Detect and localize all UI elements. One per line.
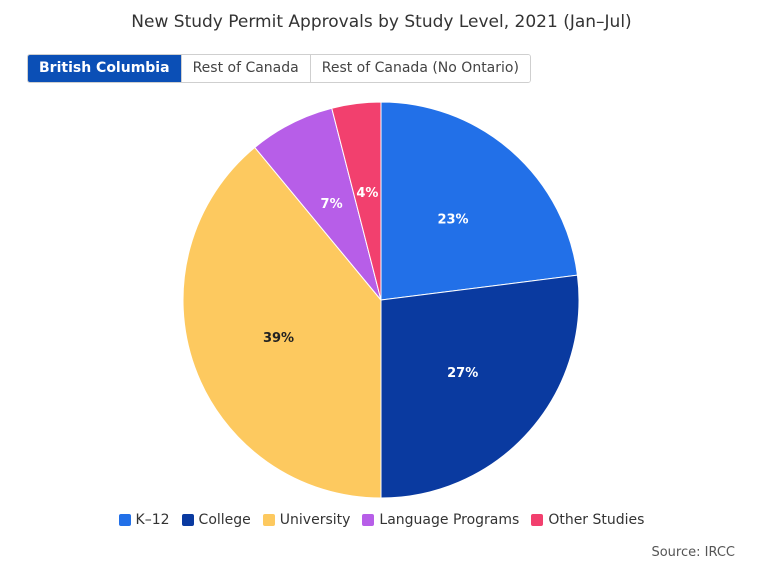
legend-swatch-language-programs xyxy=(362,514,375,526)
legend-item-college[interactable]: College xyxy=(181,512,251,528)
legend-swatch-other-studies xyxy=(531,514,544,526)
region-tabs: British Columbia Rest of Canada Rest of … xyxy=(27,54,531,83)
chart-title: New Study Permit Approvals by Study Leve… xyxy=(131,12,632,32)
slice-label-college: 27% xyxy=(447,366,478,381)
tab-rest-of-canada-no-ontario[interactable]: Rest of Canada (No Ontario) xyxy=(310,55,530,82)
tab-british-columbia[interactable]: British Columbia xyxy=(28,55,182,82)
legend-swatch-college xyxy=(181,514,194,526)
legend-item-university[interactable]: University xyxy=(262,512,351,528)
legend-item-k12[interactable]: K–12 xyxy=(118,512,170,528)
legend-label-other-studies: Other Studies xyxy=(548,512,645,528)
pie-slice-other-studies[interactable] xyxy=(331,101,382,301)
slice-label-other-studies: 4% xyxy=(356,186,378,201)
pie-slice-k12[interactable] xyxy=(380,101,578,301)
slice-label-k12: 23% xyxy=(437,212,468,227)
legend-label-college: College xyxy=(198,512,251,528)
legend-label-university: University xyxy=(279,512,351,528)
pie-slice-college[interactable] xyxy=(380,274,580,499)
legend-swatch-k12 xyxy=(118,514,131,526)
legend-swatch-university xyxy=(262,514,275,526)
tab-rest-of-canada[interactable]: Rest of Canada xyxy=(181,55,311,82)
legend-item-other-studies[interactable]: Other Studies xyxy=(531,512,644,528)
slice-label-university: 39% xyxy=(263,331,294,346)
chart-legend: K–12 College University Language Program… xyxy=(0,512,763,528)
legend-label-k12: K–12 xyxy=(135,512,170,528)
source-note: Source: IRCC xyxy=(651,545,735,560)
slice-label-language-programs: 7% xyxy=(321,197,343,212)
pie-slice-university[interactable] xyxy=(182,146,382,499)
legend-label-language-programs: Language Programs xyxy=(379,512,520,528)
legend-item-language-programs[interactable]: Language Programs xyxy=(362,512,519,528)
